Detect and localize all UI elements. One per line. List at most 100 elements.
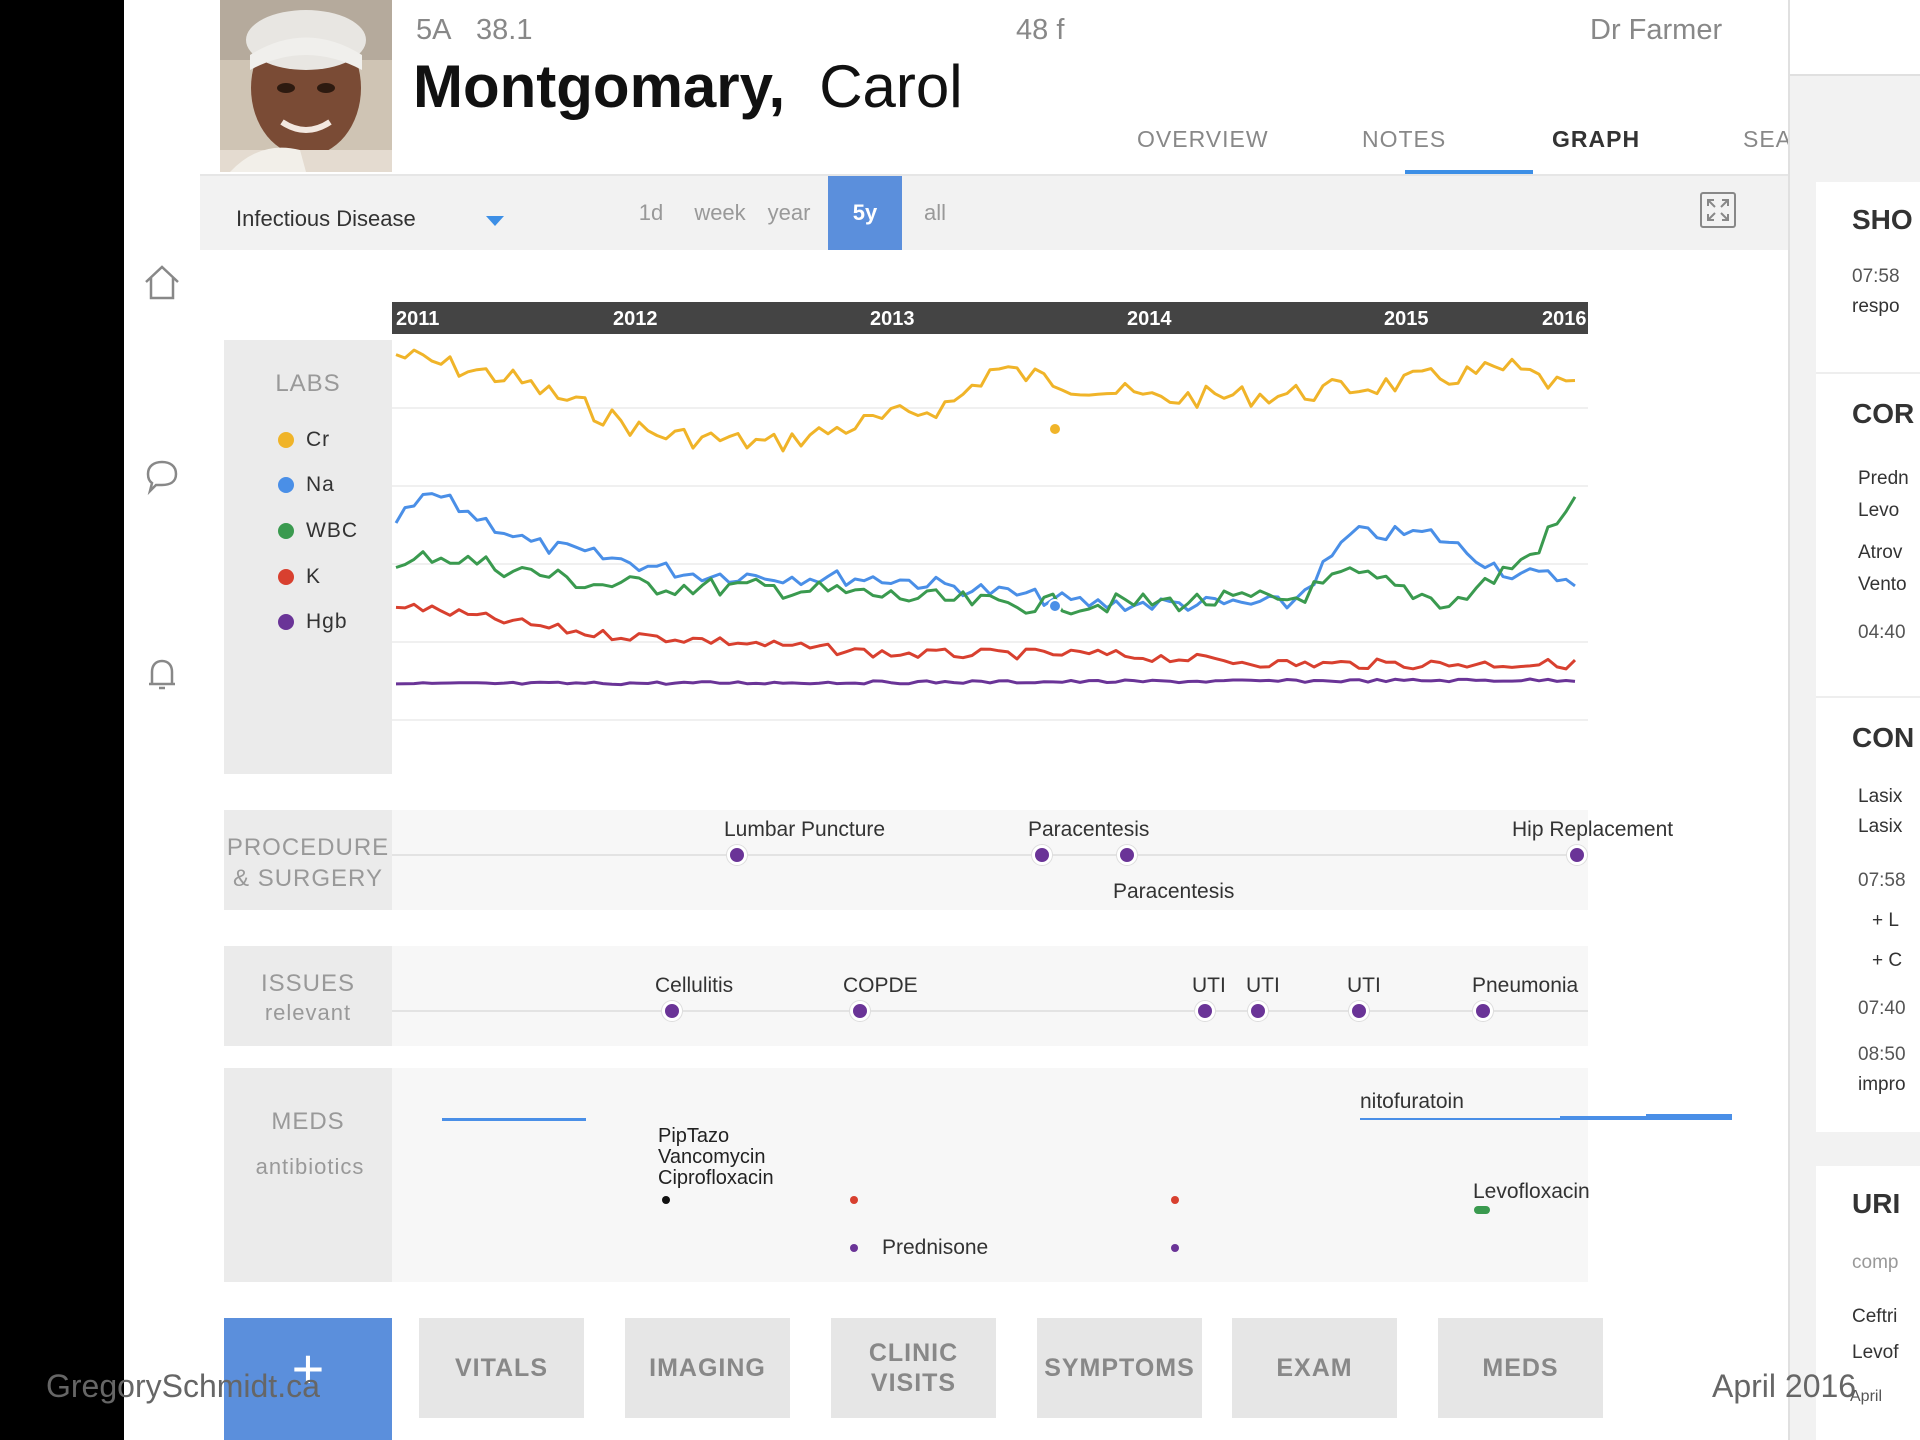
procedure-dot[interactable] [1117, 845, 1137, 865]
graph-area: 2011 2012 2013 2014 2015 2016 LABS Cr Na… [200, 250, 1788, 1440]
bell-icon[interactable] [142, 654, 182, 694]
card-time: 04:40 [1858, 622, 1906, 643]
procedure-title-line2: & SURGERY [233, 865, 383, 892]
med-duration-bar[interactable] [1646, 1114, 1732, 1120]
procedure-label: Hip Replacement [1512, 818, 1674, 841]
exam-button[interactable]: EXAM [1232, 1318, 1397, 1418]
labs-chart[interactable] [392, 334, 1588, 774]
med-label: Prednisone [882, 1236, 989, 1259]
med-dot[interactable] [850, 1244, 858, 1252]
med-dot[interactable] [1171, 1244, 1179, 1252]
selected-point[interactable] [1048, 422, 1062, 436]
specialty-filter[interactable]: Infectious Disease [236, 206, 416, 231]
meds-section-label: MEDS antibiotics [224, 1068, 392, 1282]
legend-item[interactable]: Na [278, 473, 335, 497]
issue-label: Cellulitis [655, 974, 734, 997]
consult-card: CON Lasix Lasix 07:58 + L + C 07:40 08:5… [1816, 696, 1920, 1132]
card-text: impro [1858, 1074, 1906, 1095]
year-label: 2012 [613, 308, 658, 330]
home-icon[interactable] [142, 262, 182, 302]
add-button[interactable]: + [224, 1318, 392, 1440]
med-label: PipTazo [658, 1125, 730, 1147]
procedure-label: Lumbar Puncture [724, 818, 886, 841]
card-title: COR [1852, 398, 1915, 429]
card-item: Lasix [1858, 816, 1903, 837]
card-subtitle: comp [1852, 1252, 1899, 1273]
card-title: CON [1852, 722, 1915, 753]
labs-title: LABS [275, 370, 341, 397]
med-dot[interactable] [662, 1196, 670, 1204]
legend-dot [278, 523, 294, 539]
k-line[interactable] [395, 602, 1577, 671]
range-1d[interactable]: 1d [638, 200, 664, 225]
age-sex: 48 f [1016, 14, 1065, 46]
med-label: Ciprofloxacin [658, 1167, 774, 1189]
med-duration-bar[interactable] [442, 1118, 586, 1121]
cr-line[interactable] [395, 348, 1576, 453]
chevron-down-icon[interactable] [486, 216, 504, 226]
issue-label: UTI [1246, 974, 1280, 997]
legend-item[interactable]: Cr [278, 428, 330, 452]
issue-dot[interactable] [1473, 1001, 1493, 1021]
imaging-button[interactable]: IMAGING [625, 1318, 790, 1418]
legend-label: Hgb [306, 610, 348, 633]
issue-dot[interactable] [1248, 1001, 1268, 1021]
card-item: Lasix [1858, 786, 1903, 807]
issue-dot[interactable] [850, 1001, 870, 1021]
procedure-dot[interactable] [727, 845, 747, 865]
expand-icon[interactable] [1700, 192, 1736, 228]
procedure-dot[interactable] [1032, 845, 1052, 865]
issue-dot[interactable] [1349, 1001, 1369, 1021]
year-label: 2014 [1127, 308, 1172, 330]
med-label: Vancomycin [658, 1146, 766, 1168]
clinic-visits-line2: VISITS [870, 1369, 957, 1397]
procedure-dot[interactable] [1567, 845, 1587, 865]
track-line [392, 854, 1588, 856]
app-window: 5A 38.1 48 f Dr Farmer Montgomary, Carol … [124, 0, 1920, 1440]
vitals-button[interactable]: VITALS [419, 1318, 584, 1418]
legend-label: Na [306, 473, 335, 496]
selected-point[interactable] [1048, 599, 1062, 613]
tab-overview[interactable]: OVERVIEW [1137, 126, 1269, 152]
wbc-line[interactable] [395, 496, 1577, 616]
card-footer: April [1850, 1388, 1883, 1405]
legend-item[interactable]: Hgb [278, 610, 348, 634]
chat-icon[interactable] [142, 456, 182, 496]
med-duration-bar[interactable] [1474, 1206, 1490, 1214]
legend-dot [278, 569, 294, 585]
card-time: 07:40 [1858, 998, 1906, 1019]
procedure-track: Lumbar Puncture Paracentesis Paracentesi… [392, 810, 1673, 910]
card-item: Atrov [1858, 542, 1903, 563]
card-item: Predn [1858, 468, 1909, 489]
med-duration-bar[interactable] [1360, 1118, 1560, 1120]
issue-label: Pneumonia [1472, 974, 1579, 997]
meds-button[interactable]: MEDS [1438, 1318, 1603, 1418]
card-title: SHO [1852, 204, 1913, 235]
patient-photo [220, 0, 392, 172]
range-all[interactable]: all [923, 200, 946, 225]
tab-graph[interactable]: GRAPH [1552, 126, 1641, 152]
issue-dot[interactable] [662, 1001, 682, 1021]
med-group: PipTazo Vancomycin Ciprofloxacin [658, 1126, 774, 1189]
range-week[interactable]: week [694, 200, 746, 225]
issues-title-line1: ISSUES [260, 970, 356, 997]
med-dot[interactable] [850, 1196, 858, 1204]
legend-item[interactable]: K [278, 565, 321, 589]
card-text: respo [1852, 296, 1900, 317]
na-line[interactable] [394, 492, 1576, 612]
clinic-visits-button[interactable]: CLINIC VISITS [831, 1318, 996, 1418]
symptoms-button[interactable]: SYMPTOMS [1037, 1318, 1202, 1418]
med-duration-bar[interactable] [1560, 1116, 1646, 1120]
tab-notes[interactable]: NOTES [1362, 126, 1447, 152]
right-panel: SHO 07:58 respo COR Predn Levo Atrov Ven… [1788, 0, 1920, 1440]
legend-item[interactable]: WBC [278, 519, 358, 543]
issue-dot[interactable] [1195, 1001, 1215, 1021]
range-year[interactable]: year [767, 200, 811, 225]
card-time: 07:58 [1852, 266, 1900, 287]
range-5y[interactable]: 5y [828, 176, 902, 250]
hgb-line[interactable] [395, 677, 1576, 687]
meds-track: PipTazo Vancomycin Ciprofloxacin Prednis… [392, 1068, 1732, 1282]
legend-dot [278, 432, 294, 448]
issue-label: COPDE [843, 974, 918, 997]
med-dot[interactable] [1171, 1196, 1179, 1204]
